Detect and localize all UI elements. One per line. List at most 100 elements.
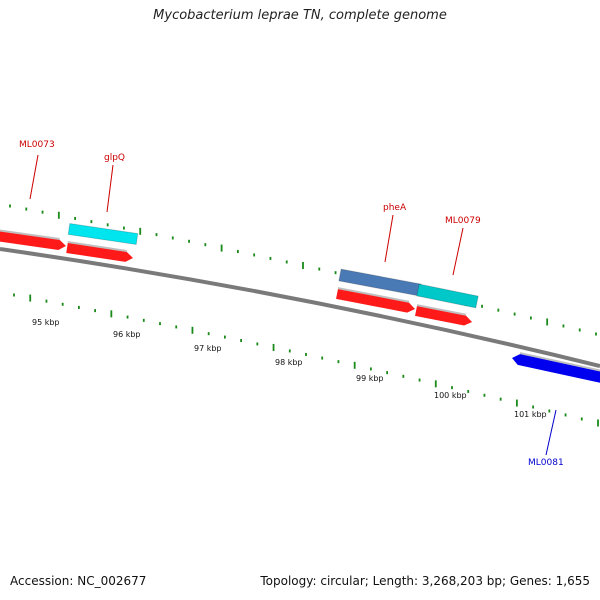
gene-arrow-ml0079-body <box>415 306 472 326</box>
gene-arrow-ml0079-shade <box>416 304 467 316</box>
gene-arrow-ml0081 <box>512 352 600 383</box>
minor-tick <box>175 325 178 329</box>
kbp-scale: 95 kbp 96 kbp 97 kbp 98 kbp 99 kbp 100 k… <box>32 318 547 419</box>
minor-tick <box>25 207 28 211</box>
major-tick <box>29 294 32 302</box>
minor-tick <box>74 216 77 220</box>
major-tick <box>191 326 194 334</box>
minor-tick <box>159 322 161 326</box>
inner-tick-track <box>13 293 599 427</box>
minor-tick <box>467 389 470 393</box>
gene-label-ml0081[interactable]: ML0081 <box>528 458 564 468</box>
minor-tick <box>564 413 567 417</box>
kbp-label: 99 kbp <box>356 374 384 383</box>
kbp-label: 101 kbp <box>514 410 547 419</box>
gene-track <box>0 229 600 383</box>
major-tick <box>353 361 356 369</box>
kbp-label: 100 kbp <box>434 391 467 400</box>
minor-tick <box>580 417 583 421</box>
major-tick <box>220 244 223 252</box>
minor-tick <box>305 353 307 356</box>
callout-layer <box>29 154 557 456</box>
accession-text: Accession: NC_002677 <box>10 574 147 588</box>
minor-tick <box>386 371 389 375</box>
minor-tick <box>269 256 272 260</box>
minor-tick <box>253 253 256 257</box>
callout-ml0081 <box>545 409 557 456</box>
minor-tick <box>481 304 483 308</box>
minor-tick <box>499 397 502 401</box>
genome-backbone <box>0 247 600 368</box>
minor-tick <box>45 299 48 303</box>
callout-glpq <box>106 164 114 213</box>
major-tick <box>546 318 549 326</box>
gene-label-ml0073[interactable]: ML0073 <box>19 140 55 150</box>
gene-arrow-ml0079 <box>415 304 472 326</box>
minor-tick <box>188 239 190 243</box>
minor-tick <box>240 339 243 342</box>
minor-tick <box>451 386 453 390</box>
minor-tick <box>123 226 125 230</box>
gene-arrow-glpq <box>66 241 133 262</box>
minor-tick <box>418 378 421 382</box>
minor-tick <box>13 293 15 297</box>
gene-arrow-ml0073 <box>0 229 66 250</box>
gene-label-ml0079[interactable]: ML0079 <box>445 216 481 226</box>
map-title: Mycobacterium leprae TN, complete genome <box>153 8 447 23</box>
minor-tick <box>402 374 405 378</box>
minor-tick <box>513 312 516 316</box>
minor-tick <box>318 267 321 271</box>
minor-tick <box>106 223 109 227</box>
minor-tick <box>321 356 324 360</box>
feature-bar-phea <box>338 268 422 297</box>
minor-tick <box>483 393 486 397</box>
minor-tick <box>285 260 288 264</box>
minor-tick <box>562 324 565 328</box>
kbp-label: 95 kbp <box>32 318 60 327</box>
outer-tick-track <box>9 204 597 336</box>
minor-tick <box>9 204 11 208</box>
minor-tick <box>77 305 80 309</box>
feature-track <box>67 222 479 309</box>
major-tick <box>272 343 275 351</box>
major-tick <box>57 211 60 219</box>
gene-label-glpq[interactable]: glpQ <box>104 153 125 163</box>
major-tick <box>110 310 113 318</box>
major-tick <box>139 227 142 235</box>
minor-tick <box>236 250 239 253</box>
gene-arrow-glpq-body <box>66 243 133 262</box>
gene-arrow-ml0081-body <box>512 354 600 383</box>
feature-bar-ml0079 <box>416 283 479 309</box>
minor-tick <box>171 236 174 240</box>
callout-phea <box>384 214 394 263</box>
minor-tick <box>61 302 64 306</box>
gene-arrow-ml0073-body <box>0 231 66 250</box>
gene-arrow-ml0073-shade <box>0 229 60 241</box>
minor-tick <box>256 342 259 346</box>
feature-bar-glpq <box>67 222 139 246</box>
minor-tick <box>142 318 145 322</box>
kbp-label: 98 kbp <box>275 358 303 367</box>
minor-tick <box>126 315 129 319</box>
gene-label-phea[interactable]: pheA <box>383 203 407 213</box>
major-tick <box>597 419 599 427</box>
minor-tick <box>334 271 337 275</box>
minor-tick <box>497 308 500 312</box>
minor-tick <box>207 332 210 336</box>
major-tick <box>515 399 518 407</box>
callout-ml0073 <box>29 154 39 200</box>
major-tick <box>302 262 304 269</box>
kbp-label: 96 kbp <box>113 330 141 339</box>
minor-tick <box>369 367 372 371</box>
minor-tick <box>223 335 226 339</box>
callout-ml0079 <box>452 227 464 276</box>
minor-tick <box>204 243 207 247</box>
gene-arrow-phea-shade <box>337 287 410 303</box>
minor-tick <box>337 360 340 364</box>
minor-tick <box>90 220 93 224</box>
minor-tick <box>94 309 97 313</box>
minor-tick <box>529 316 532 320</box>
minor-tick <box>532 405 535 409</box>
gene-arrow-glpq-shade <box>67 241 127 253</box>
minor-tick <box>288 349 291 353</box>
